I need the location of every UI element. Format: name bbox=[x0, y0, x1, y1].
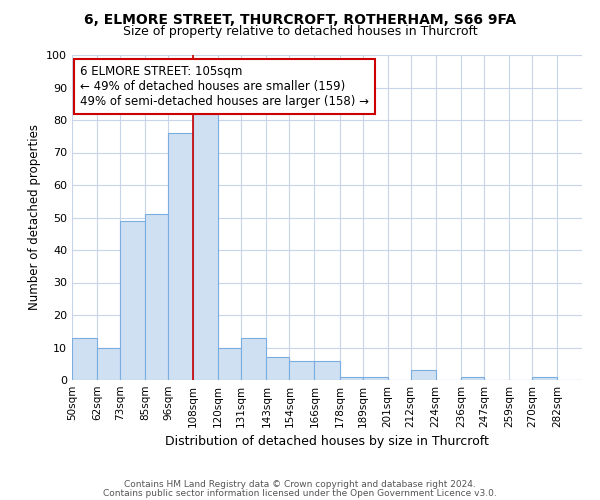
Bar bbox=[72, 338, 97, 380]
Bar bbox=[145, 214, 168, 380]
X-axis label: Distribution of detached houses by size in Thurcroft: Distribution of detached houses by size … bbox=[165, 436, 489, 448]
Bar bbox=[289, 360, 314, 380]
Bar bbox=[193, 114, 218, 380]
Y-axis label: Number of detached properties: Number of detached properties bbox=[28, 124, 41, 310]
Bar bbox=[218, 348, 241, 380]
Bar bbox=[120, 221, 145, 380]
Bar bbox=[314, 360, 340, 380]
Text: Contains public sector information licensed under the Open Government Licence v3: Contains public sector information licen… bbox=[103, 489, 497, 498]
Bar bbox=[410, 370, 436, 380]
Bar bbox=[340, 377, 362, 380]
Bar bbox=[532, 377, 557, 380]
Bar bbox=[266, 357, 289, 380]
Bar bbox=[362, 377, 388, 380]
Bar bbox=[97, 348, 120, 380]
Bar bbox=[168, 133, 193, 380]
Text: Size of property relative to detached houses in Thurcroft: Size of property relative to detached ho… bbox=[122, 25, 478, 38]
Bar bbox=[461, 377, 484, 380]
Text: Contains HM Land Registry data © Crown copyright and database right 2024.: Contains HM Land Registry data © Crown c… bbox=[124, 480, 476, 489]
Bar bbox=[241, 338, 266, 380]
Text: 6 ELMORE STREET: 105sqm
← 49% of detached houses are smaller (159)
49% of semi-d: 6 ELMORE STREET: 105sqm ← 49% of detache… bbox=[80, 64, 368, 108]
Text: 6, ELMORE STREET, THURCROFT, ROTHERHAM, S66 9FA: 6, ELMORE STREET, THURCROFT, ROTHERHAM, … bbox=[84, 12, 516, 26]
